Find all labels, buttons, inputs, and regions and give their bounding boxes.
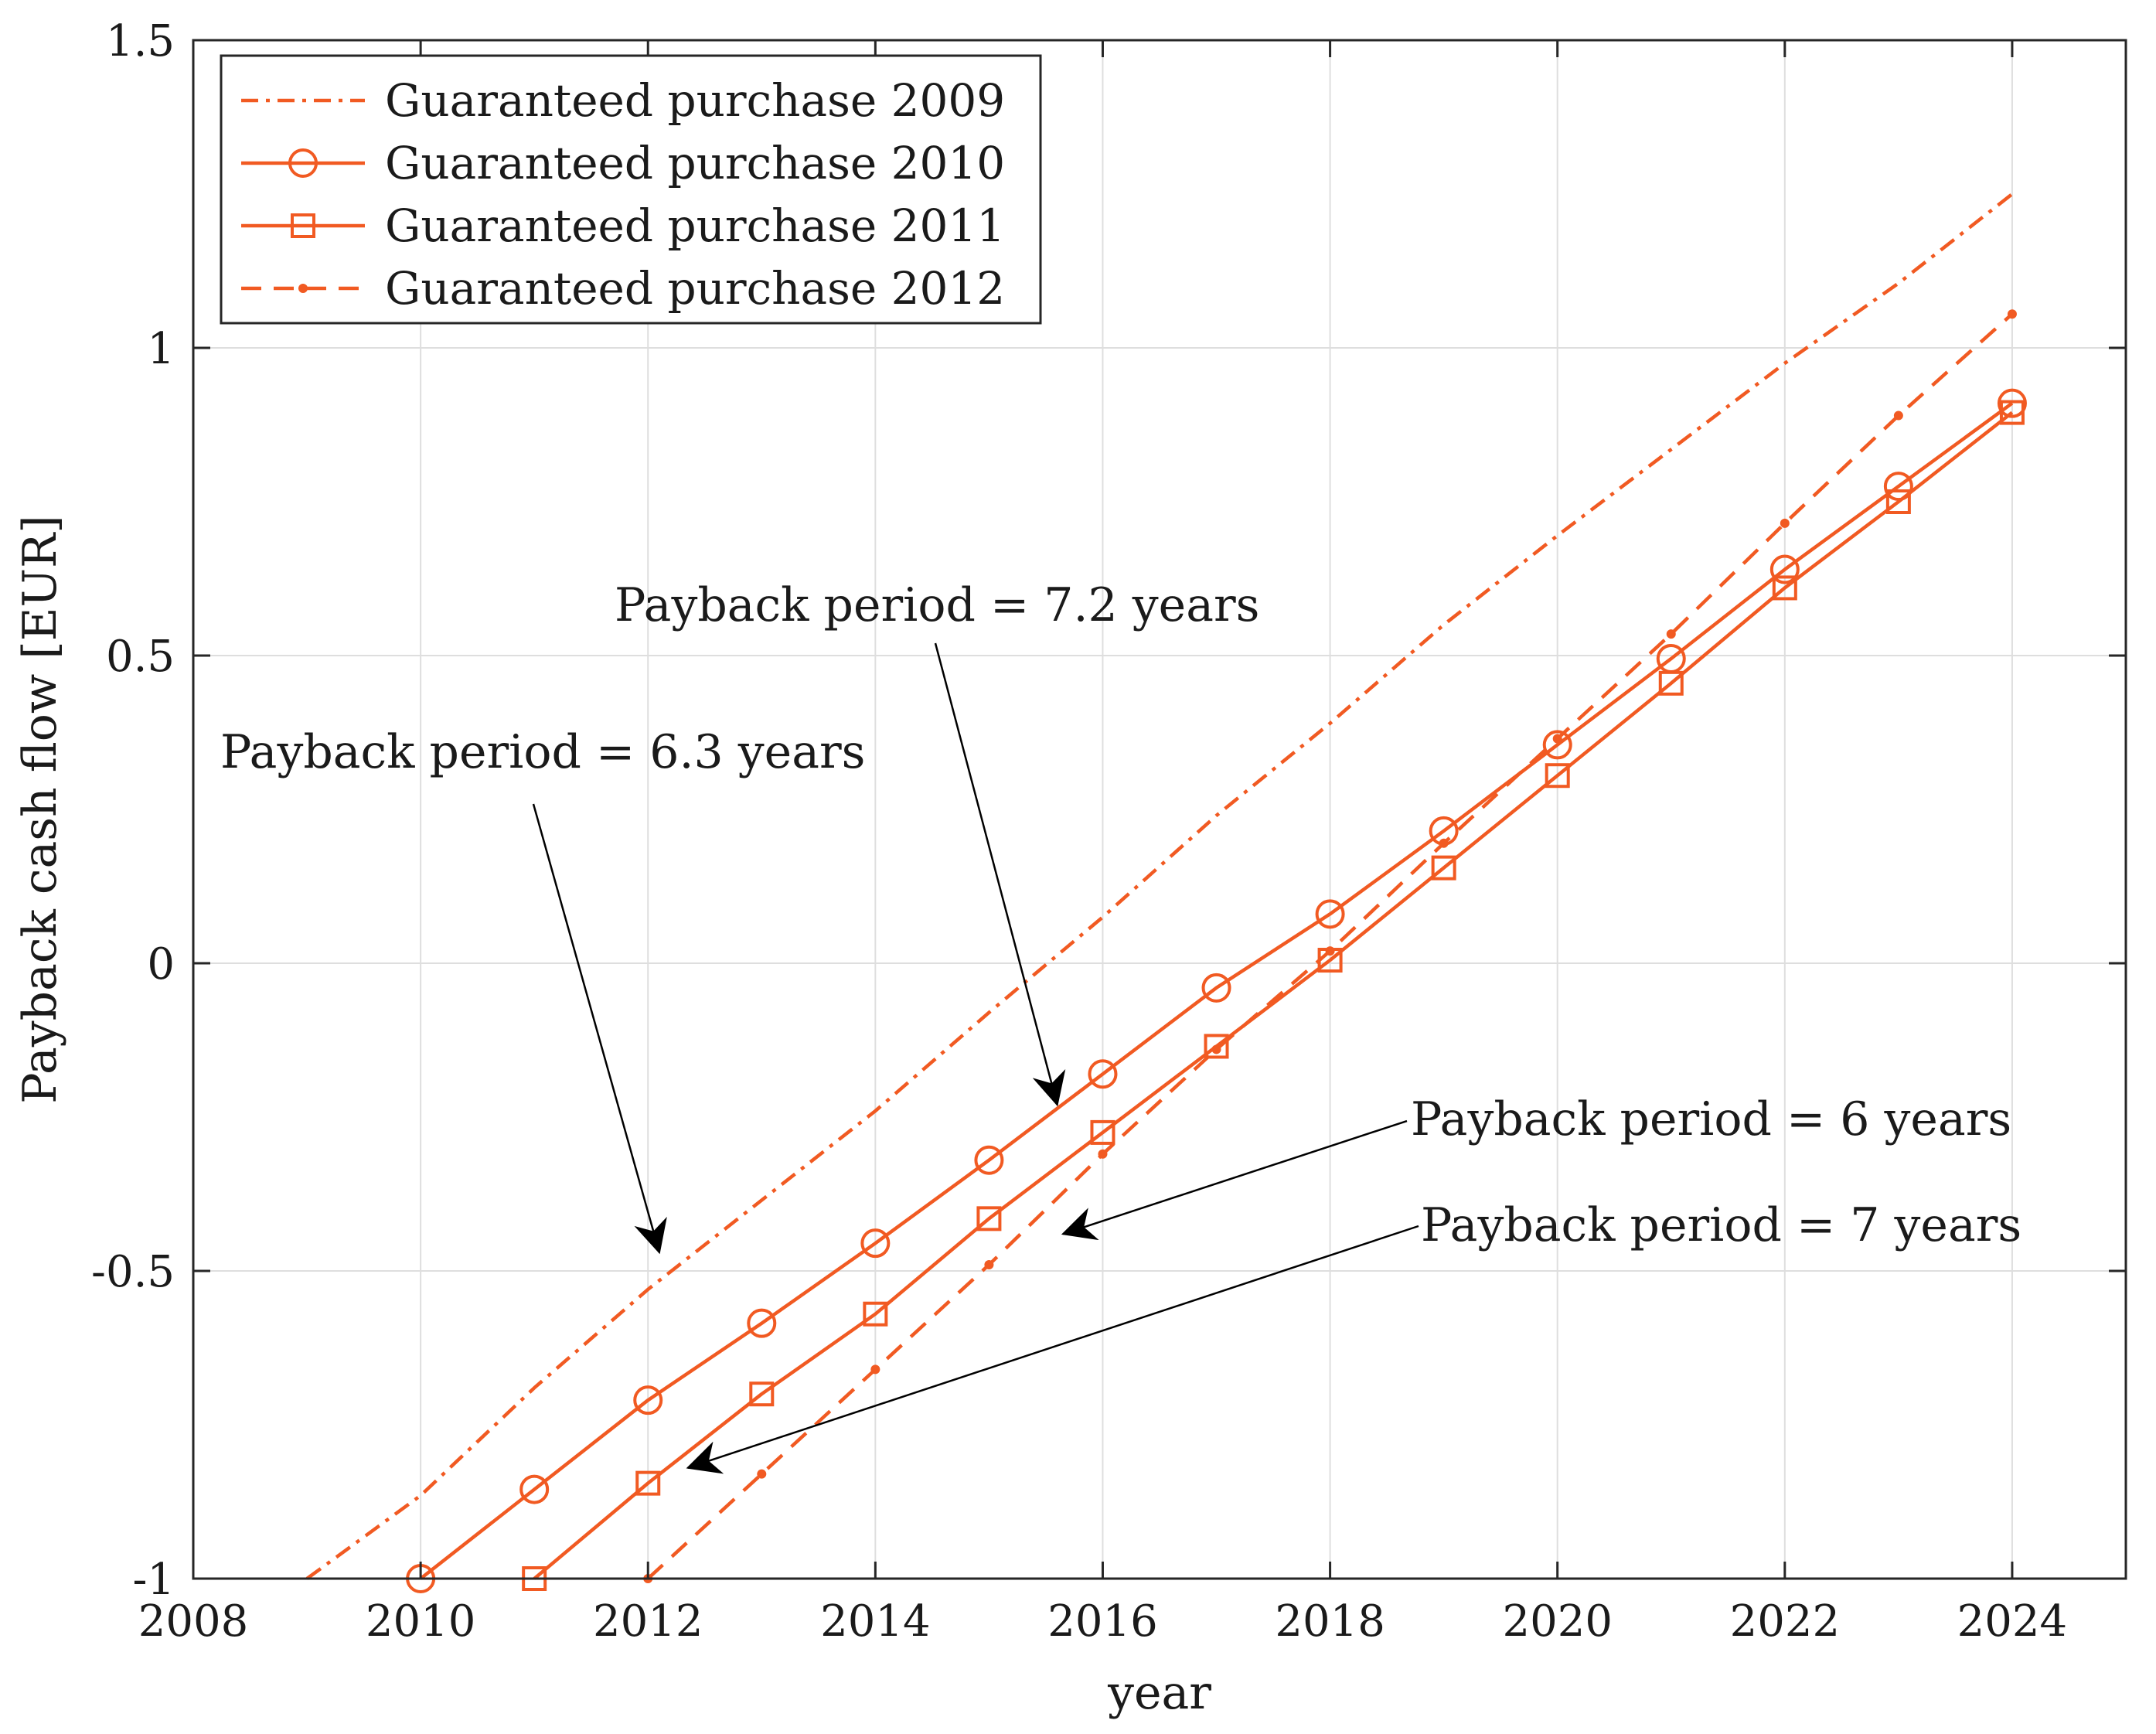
- data-point-marker: [1545, 763, 1570, 789]
- legend-label: Guaranteed purchase 2009: [385, 74, 1005, 127]
- data-point-marker: [1885, 489, 1911, 514]
- data-point-marker: [1552, 734, 1562, 744]
- data-point-marker: [633, 1385, 663, 1415]
- x-tick-label: 2012: [593, 1596, 703, 1647]
- series-line: [533, 411, 2014, 1580]
- legend-item: Guaranteed purchase 2009: [241, 74, 1005, 127]
- data-point-marker: [1098, 1149, 1108, 1159]
- data-point-marker: [1542, 730, 1572, 760]
- legend: Guaranteed purchase 2009 Guaranteed purch…: [220, 54, 1042, 325]
- legend-marker: [288, 148, 318, 178]
- data-point-marker: [976, 1206, 1002, 1232]
- annotation-arrow: [1061, 1119, 1408, 1241]
- data-point-marker: [635, 1470, 661, 1496]
- data-point-marker: [1769, 554, 1800, 584]
- x-tick-label: 2018: [1275, 1596, 1385, 1647]
- x-tick-label: 2020: [1502, 1596, 1613, 1647]
- y-tick-label: -1: [132, 1555, 175, 1605]
- data-point-marker: [1201, 973, 1231, 1003]
- legend-label: Guaranteed purchase 2010: [385, 137, 1005, 189]
- data-point-marker: [1883, 472, 1913, 502]
- x-tick-label: 2010: [366, 1596, 476, 1647]
- data-point-marker: [749, 1381, 775, 1407]
- x-tick-label: 2022: [1730, 1596, 1841, 1647]
- annotation-arrow: [934, 642, 1066, 1107]
- data-point-marker: [1211, 1044, 1221, 1054]
- data-point-marker: [860, 1228, 891, 1259]
- annotations: Payback period = 6.3 years Payback period…: [220, 578, 2021, 1474]
- data-point-marker: [984, 1260, 994, 1270]
- y-tick-label: 1: [147, 324, 175, 374]
- data-point-marker: [1325, 946, 1335, 956]
- annotation-text: Payback period = 7 years: [1421, 1198, 2021, 1252]
- data-point-marker: [1780, 518, 1790, 528]
- legend-item: Guaranteed purchase 2011: [241, 199, 1005, 252]
- x-tick-label: 2024: [1957, 1596, 2068, 1647]
- data-point-marker: [2007, 309, 2017, 319]
- y-tick-label: -0.5: [91, 1247, 175, 1297]
- annotation-1: Payback period = 6.3 years: [220, 725, 865, 1255]
- data-point-marker: [1088, 1059, 1118, 1089]
- plot-frame: [192, 39, 2127, 1580]
- y-axis-title: Payback cash flow [EUR]: [13, 515, 67, 1103]
- data-point-marker: [747, 1308, 777, 1338]
- annotation-4: Payback period = 7 years: [686, 1198, 2021, 1474]
- data-point-marker: [1997, 388, 2027, 418]
- annotation-3: Payback period = 6 years: [1061, 1092, 2011, 1241]
- series-lines: [305, 192, 2027, 1593]
- data-point-marker: [1315, 899, 1345, 929]
- y-tick-label: 0: [147, 939, 175, 990]
- axis-ticks: 2008 2010 2012 2014 2016 2018 2020 2022 2024 -1 -0…: [91, 16, 2126, 1647]
- data-point-marker: [1204, 1034, 1229, 1059]
- data-point-marker: [1999, 400, 2025, 425]
- data-point-marker: [1090, 1119, 1115, 1145]
- annotation-text: Payback period = 7.2 years: [615, 578, 1259, 632]
- series-1: [305, 192, 2014, 1580]
- annotation-arrow: [686, 1225, 1419, 1474]
- y-tick-label: 0.5: [106, 632, 175, 682]
- legend-marker: [291, 213, 315, 238]
- y-tick-label: 1.5: [106, 16, 175, 66]
- data-point-marker: [1666, 629, 1676, 639]
- legend-item: Guaranteed purchase 2010: [241, 137, 1005, 189]
- series-2: [406, 388, 2027, 1593]
- data-point-marker: [974, 1145, 1004, 1175]
- data-point-marker: [1772, 575, 1797, 601]
- data-point-marker: [1439, 838, 1449, 848]
- data-point-marker: [870, 1364, 880, 1375]
- series-line: [419, 401, 2014, 1580]
- data-point-marker: [1893, 411, 1903, 421]
- data-point-marker: [519, 1474, 550, 1504]
- legend-marker: [298, 284, 308, 293]
- annotation-text: Payback period = 6 years: [1411, 1092, 2011, 1146]
- x-axis-title: year: [1107, 1666, 1211, 1720]
- legend-label: Guaranteed purchase 2011: [385, 199, 1005, 252]
- x-tick-label: 2016: [1047, 1596, 1158, 1647]
- series-line: [305, 192, 2014, 1580]
- data-point-marker: [863, 1301, 888, 1327]
- data-point-marker: [1658, 670, 1684, 696]
- x-tick-label: 2008: [138, 1596, 249, 1647]
- annotation-text: Payback period = 6.3 years: [220, 725, 865, 779]
- data-point-marker: [1431, 855, 1456, 881]
- annotation-arrow: [532, 803, 667, 1255]
- data-point-marker: [757, 1469, 767, 1479]
- legend-item: Guaranteed purchase 2012: [241, 262, 1005, 315]
- annotation-2: Payback period = 7.2 years: [615, 578, 1259, 1107]
- legend-label: Guaranteed purchase 2012: [385, 262, 1005, 315]
- x-tick-label: 2014: [820, 1596, 931, 1647]
